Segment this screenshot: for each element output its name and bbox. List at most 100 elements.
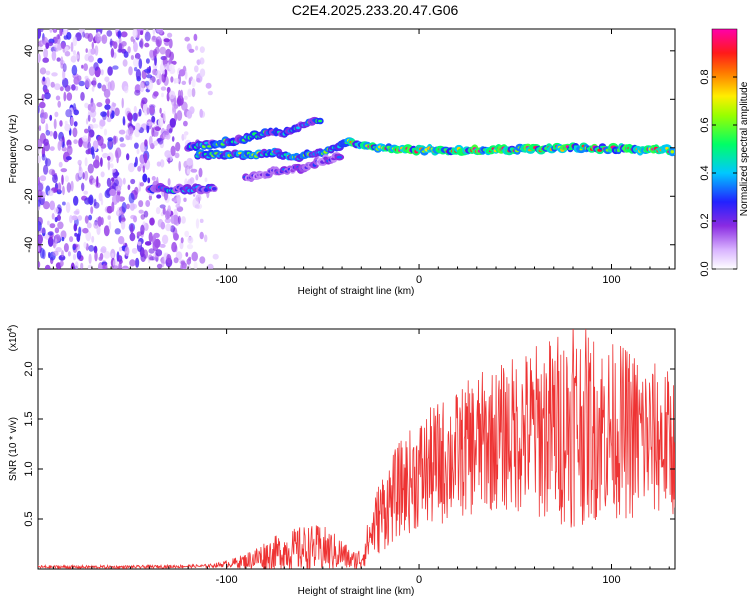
heatmap-blob — [87, 222, 92, 228]
heatmap-blob — [87, 142, 91, 151]
heatmap-blob-core — [318, 120, 322, 123]
heatmap-blob — [81, 183, 84, 192]
heatmap-blob — [42, 94, 45, 102]
svg-text:(x104): (x104) — [7, 325, 19, 352]
heatmap-blob — [110, 80, 115, 91]
heatmap-blob — [142, 174, 147, 183]
snr-ytick-label: 2.0 — [23, 361, 35, 376]
heatmap-blob — [88, 164, 94, 174]
heatmap-blob — [181, 237, 184, 243]
heatmap-blob — [65, 109, 72, 117]
heatmap-blob — [173, 233, 179, 241]
heatmap-blob — [140, 182, 144, 186]
heatmap-blob — [110, 163, 114, 168]
heatmap-blob — [152, 176, 156, 181]
heatmap-blob — [58, 182, 61, 192]
heatmap-blob — [158, 118, 163, 128]
heatmap-blob — [163, 71, 166, 75]
heatmap-blob — [140, 31, 143, 36]
snr-scale-label: (x104) — [7, 325, 19, 352]
heatmap-blob — [93, 124, 99, 129]
heatmap-blob — [101, 171, 105, 177]
colorbar-tick-label: 0.0 — [699, 261, 711, 276]
heatmap-blob — [175, 142, 180, 152]
spectrogram-ytick-label: 0 — [23, 145, 35, 151]
heatmap-blob — [171, 146, 176, 157]
heatmap-blob — [169, 91, 176, 100]
heatmap-blob — [40, 67, 46, 74]
heatmap-blob — [155, 70, 161, 78]
heatmap-blob — [133, 113, 137, 121]
heatmap-blob — [69, 215, 73, 223]
heatmap-blob — [36, 156, 41, 164]
heatmap-blob — [183, 198, 186, 202]
heatmap-blob — [107, 178, 111, 187]
heatmap-blob — [105, 98, 110, 104]
heatmap-blob — [64, 124, 70, 132]
heatmap-blob — [43, 201, 50, 209]
heatmap-blob — [153, 233, 160, 238]
heatmap-blob — [65, 51, 71, 57]
heatmap-blob — [88, 245, 94, 252]
heatmap-blob — [153, 131, 158, 137]
heatmap-blob — [171, 242, 177, 252]
heatmap-blob — [153, 49, 157, 58]
heatmap-blob — [125, 246, 130, 256]
heatmap-blob — [141, 253, 146, 262]
heatmap-blob — [177, 110, 183, 121]
heatmap-blob — [46, 71, 51, 76]
heatmap-blob — [114, 108, 119, 117]
heatmap-blob — [45, 42, 49, 49]
heatmap-blob — [206, 83, 212, 89]
heatmap-blob — [168, 178, 171, 186]
heatmap-blob — [118, 236, 124, 244]
heatmap-blob — [191, 169, 198, 173]
heatmap-blob — [195, 174, 198, 180]
heatmap-blob — [59, 138, 62, 147]
heatmap-blob — [65, 85, 71, 92]
heatmap-blob — [52, 251, 58, 256]
heatmap-blob — [56, 96, 60, 101]
heatmap-blob — [156, 194, 161, 198]
heatmap-blob — [146, 74, 152, 78]
heatmap-blob — [170, 76, 173, 82]
heatmap-blob — [95, 45, 99, 56]
heatmap-blob — [126, 204, 130, 210]
heatmap-blob — [151, 116, 155, 123]
heatmap-blob — [75, 261, 79, 269]
heatmap-blob — [46, 130, 51, 136]
heatmap-blob — [101, 198, 103, 205]
heatmap-blob — [182, 81, 187, 85]
heatmap-blob — [184, 96, 188, 100]
heatmap-blob — [123, 178, 126, 185]
heatmap-blob — [36, 53, 40, 62]
heatmap-blob — [137, 149, 140, 155]
heatmap-blob — [134, 106, 137, 113]
heatmap-blob — [128, 66, 133, 75]
heatmap-blob — [122, 98, 124, 109]
heatmap-blob — [48, 190, 54, 196]
heatmap-blob — [178, 161, 181, 171]
heatmap-blob — [185, 252, 188, 257]
heatmap-blob — [83, 242, 86, 248]
heatmap-blob — [171, 215, 174, 224]
heatmap-blob — [140, 225, 144, 235]
heatmap-blob — [77, 233, 81, 242]
heatmap-blob — [78, 138, 83, 147]
heatmap-blob — [104, 104, 110, 110]
heatmap-feature-bright-carrier-line — [348, 138, 676, 156]
heatmap-blob — [174, 257, 179, 263]
heatmap-blob — [110, 113, 113, 119]
heatmap-blob — [106, 30, 112, 37]
heatmap-blob — [166, 254, 171, 263]
heatmap-blob — [115, 228, 121, 234]
heatmap-blob — [138, 200, 143, 207]
heatmap-blob — [172, 136, 175, 142]
heatmap-blob — [41, 118, 45, 123]
heatmap-blob — [104, 76, 109, 82]
heatmap-blob — [62, 186, 65, 195]
heatmap-blob — [111, 253, 114, 258]
heatmap-blob — [78, 215, 82, 221]
heatmap-blob — [118, 43, 122, 53]
heatmap-blob — [161, 86, 166, 90]
